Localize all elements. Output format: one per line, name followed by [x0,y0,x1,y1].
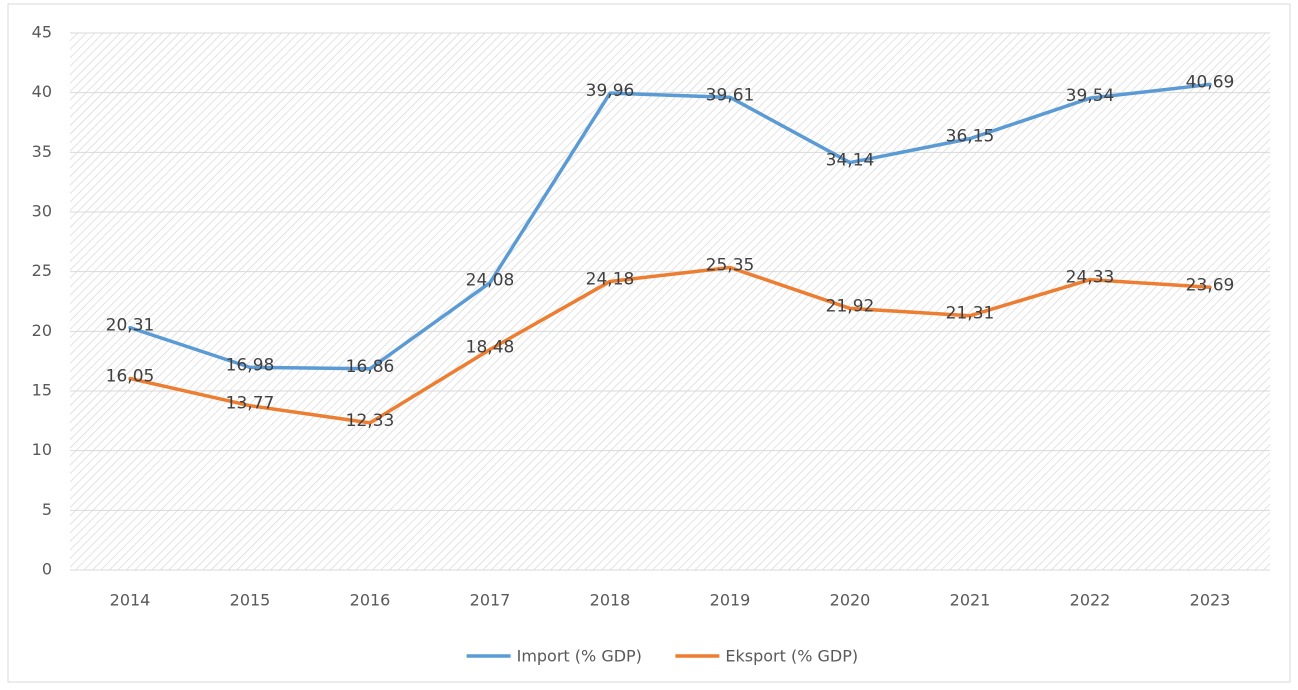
x-tick-label: 2023 [1190,591,1231,610]
y-tick-label: 10 [32,440,52,459]
data-label: 20,31 [106,316,155,336]
legend-label: Eksport (% GDP) [725,647,858,666]
x-tick-label: 2021 [950,591,991,610]
y-tick-label: 15 [32,381,52,400]
y-tick-label: 40 [32,82,52,101]
data-label: 34,14 [826,151,875,171]
data-label: 16,98 [226,355,275,375]
x-tick-label: 2015 [230,591,271,610]
data-label: 13,77 [226,394,275,414]
data-label: 39,61 [706,85,755,105]
x-tick-label: 2018 [590,591,631,610]
data-label: 12,33 [346,411,395,431]
x-tick-label: 2017 [470,591,511,610]
data-label: 40,69 [1186,72,1235,92]
x-tick-label: 2019 [710,591,751,610]
data-label: 21,92 [826,296,875,316]
data-label: 16,05 [106,366,155,386]
data-label: 23,69 [1186,275,1235,295]
data-label: 24,08 [466,271,515,291]
x-tick-label: 2016 [350,591,391,610]
series-line [128,82,1212,371]
data-label: 21,31 [946,304,995,324]
y-tick-label: 45 [32,23,52,42]
y-tick-label: 5 [42,500,52,519]
data-label: 39,54 [1066,86,1115,106]
legend-label: Import (% GDP) [517,647,642,666]
x-tick-label: 2020 [830,591,871,610]
series-line [128,265,1212,425]
data-label: 24,33 [1066,268,1115,288]
x-tick-label: 2014 [110,591,151,610]
y-tick-label: 35 [32,142,52,161]
data-label: 36,15 [946,127,995,147]
y-tick-label: 25 [32,261,52,280]
y-tick-label: 0 [42,560,52,579]
plot-area [70,33,1270,570]
data-label: 18,48 [466,337,515,357]
y-tick-label: 20 [32,321,52,340]
data-label: 25,35 [706,255,755,275]
data-label: 39,96 [586,81,635,101]
data-label: 16,86 [346,357,395,377]
y-tick-label: 30 [32,202,52,221]
data-label: 24,18 [586,269,635,289]
x-tick-label: 2022 [1070,591,1111,610]
